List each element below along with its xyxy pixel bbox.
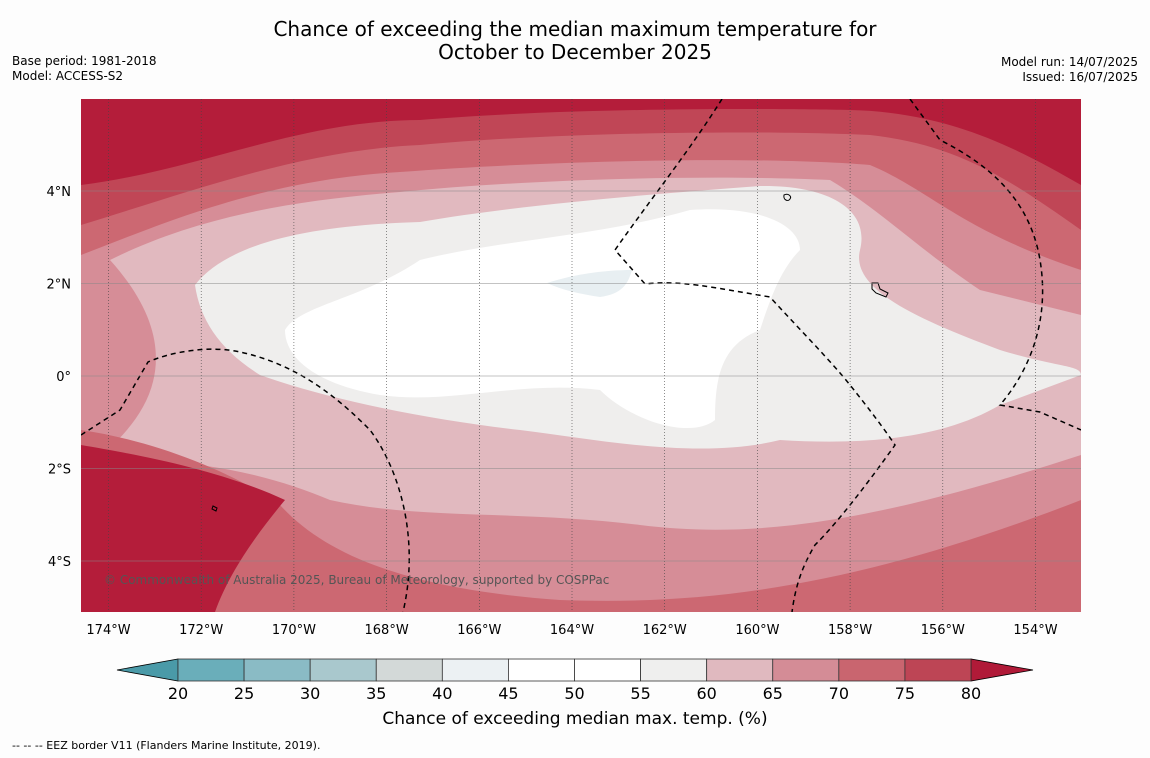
contour-band-70-south (81, 430, 1081, 612)
longitude-tick-label: 166°W (457, 623, 501, 638)
colorbar-bins (177, 658, 972, 682)
graticule (81, 99, 1081, 612)
copyright-notice: © Commonwealth of Australia 2025, Bureau… (104, 573, 609, 587)
latitude-labels: 4°N 2°N 0° 2°S 4°S (47, 185, 72, 570)
longitude-tick-label: 154°W (1013, 623, 1057, 638)
longitude-tick-label: 172°W (179, 623, 223, 638)
colorbar-tick-label: 35 (366, 684, 386, 703)
colorbar-tick-label: 30 (300, 684, 320, 703)
colorbar-tick-label: 70 (829, 684, 849, 703)
issued-date: Issued: 16/07/2025 (1022, 70, 1138, 84)
longitude-tick-label: 158°W (828, 623, 872, 638)
colorbar-tick-label: 65 (763, 684, 783, 703)
longitude-tick-label: 164°W (550, 623, 594, 638)
latitude-tick-label: 4°N (47, 185, 72, 200)
latitude-tick-label: 0° (56, 370, 71, 385)
colorbar-bin (574, 658, 641, 682)
latitude-tick-label: 2°N (47, 278, 72, 293)
latitude-tick-label: 4°S (48, 555, 71, 570)
contour-band-80-southwest (81, 445, 285, 612)
colorbar-bin (838, 658, 906, 682)
colorbar: 20 25 30 35 40 45 50 55 60 65 70 75 80 (116, 658, 1034, 703)
colorbar-under-arrow (116, 658, 179, 682)
colorbar-tick-label: 60 (696, 684, 716, 703)
model-name: Model: ACCESS-S2 (12, 69, 124, 83)
colorbar-bin (243, 658, 311, 682)
colorbar-bin (904, 658, 972, 682)
island-outline (211, 505, 218, 512)
longitude-tick-label: 162°W (643, 623, 687, 638)
model-run-date: Model run: 14/07/2025 (1000, 55, 1138, 69)
colorbar-bin (309, 658, 377, 682)
metadata-left: Base period: 1981-2018 Model: ACCESS-S2 (12, 54, 157, 84)
colorbar-tick-label: 25 (234, 684, 254, 703)
title-line-1: Chance of exceeding the median maximum t… (273, 17, 877, 41)
colorbar-tick-label: 20 (168, 684, 188, 703)
colorbar-bin (640, 658, 708, 682)
colorbar-over-arrow (970, 658, 1034, 682)
longitude-labels: 174°W 172°W 170°W 168°W 166°W 164°W 162°W 160°W… (86, 623, 1057, 638)
colorbar-tick-label: 55 (630, 684, 650, 703)
colorbar-tick-label: 75 (895, 684, 915, 703)
chart-title: Chance of exceeding the median maximum t… (0, 18, 1150, 64)
colorbar-bin (772, 658, 840, 682)
longitude-tick-label: 170°W (272, 623, 316, 638)
base-period: Base period: 1981-2018 (12, 54, 157, 68)
colorbar-tick-label: 80 (961, 684, 981, 703)
map-plot-area: © Commonwealth of Australia 2025, Bureau… (81, 99, 1081, 612)
contour-band-50 (285, 209, 800, 429)
longitude-tick-label: 160°W (735, 623, 779, 638)
eez-border (614, 99, 896, 612)
longitude-tick-label: 156°W (921, 623, 965, 638)
colorbar-title: Chance of exceeding median max. temp. (%… (382, 709, 768, 729)
colorbar-bin (508, 658, 575, 682)
colorbar-bin (177, 658, 245, 682)
colorbar-tick-label: 50 (564, 684, 584, 703)
colorbar-bin (706, 658, 774, 682)
colorbar-bin (441, 658, 509, 682)
latitude-tick-label: 2°S (48, 463, 71, 478)
island-outline (871, 282, 889, 298)
title-line-2: October to December 2025 (438, 40, 712, 64)
island-outline (783, 193, 791, 201)
metadata-right: Model run: 14/07/2025 Issued: 16/07/2025 (1001, 55, 1138, 85)
eez-legend-note: -- -- -- EEZ border V11 (Flanders Marine… (12, 739, 321, 752)
colorbar-tick-label: 40 (432, 684, 452, 703)
longitude-tick-label: 174°W (86, 623, 130, 638)
colorbar-tick-label: 45 (498, 684, 518, 703)
longitude-tick-label: 168°W (365, 623, 409, 638)
eez-border (909, 99, 1081, 431)
colorbar-bin (375, 658, 443, 682)
colorbar-tick-labels: 20 25 30 35 40 45 50 55 60 65 70 75 80 (168, 684, 981, 703)
